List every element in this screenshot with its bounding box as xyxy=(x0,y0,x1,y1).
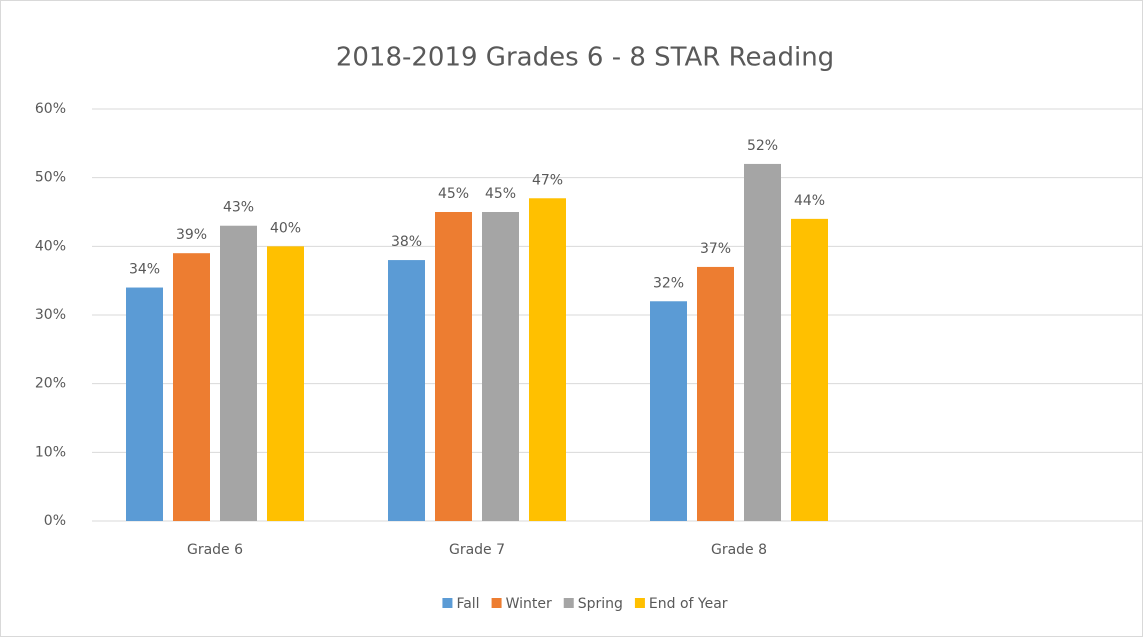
legend-label: Winter xyxy=(506,596,552,612)
bar xyxy=(650,301,687,521)
data-label: 37% xyxy=(700,241,731,257)
data-label: 40% xyxy=(270,220,301,236)
legend-label: End of Year xyxy=(649,596,728,612)
bar xyxy=(744,163,781,521)
data-label: 45% xyxy=(485,186,516,202)
bar xyxy=(173,253,210,521)
data-label: 44% xyxy=(794,193,825,209)
bar xyxy=(220,225,257,521)
x-tick-label: Grade 8 xyxy=(711,542,767,558)
y-tick-label: 60% xyxy=(35,101,66,117)
bar xyxy=(697,266,734,521)
chart-title: 2018-2019 Grades 6 - 8 STAR Reading xyxy=(336,43,834,73)
x-tick-label: Grade 6 xyxy=(187,542,243,558)
legend-label: Spring xyxy=(578,596,623,612)
x-tick-label: Grade 7 xyxy=(449,542,505,558)
y-tick-label: 50% xyxy=(35,170,66,186)
legend-swatch xyxy=(491,598,502,608)
data-label: 38% xyxy=(391,234,422,250)
data-label: 52% xyxy=(747,138,778,154)
bar xyxy=(126,287,163,521)
data-label: 34% xyxy=(129,262,160,278)
y-tick-label: 0% xyxy=(44,513,66,529)
bar xyxy=(529,198,566,521)
data-label: 39% xyxy=(176,227,207,243)
bar xyxy=(482,212,519,521)
y-tick-label: 30% xyxy=(35,307,66,323)
legend-swatch xyxy=(634,598,645,608)
y-tick-label: 40% xyxy=(35,238,66,254)
y-tick-label: 10% xyxy=(35,444,66,460)
data-label: 45% xyxy=(438,186,469,202)
y-tick-label: 20% xyxy=(35,376,66,392)
legend-swatch xyxy=(563,598,574,608)
data-label: 47% xyxy=(532,172,563,188)
bar xyxy=(791,218,828,521)
bar xyxy=(388,260,425,521)
data-label: 32% xyxy=(653,275,684,291)
bar xyxy=(267,246,304,522)
legend-swatch xyxy=(442,598,453,608)
data-label: 43% xyxy=(223,200,254,216)
legend-label: Fall xyxy=(456,596,479,612)
bar xyxy=(435,212,472,521)
